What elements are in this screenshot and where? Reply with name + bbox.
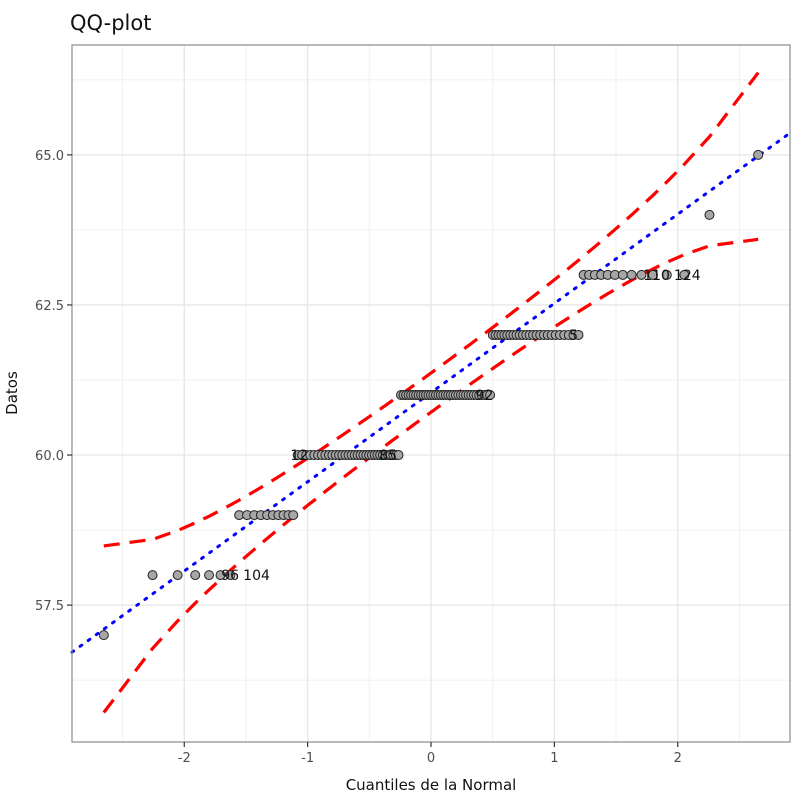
axes: -2 -1 0 1 257.560.062.565.0 (35, 149, 682, 766)
upper-confidence-line (103, 71, 760, 548)
data-point (190, 570, 201, 581)
data-point (704, 209, 715, 220)
data-point (393, 450, 404, 461)
x-tick-label: 0 (427, 751, 435, 766)
point-label: 12 (290, 448, 308, 464)
y-tick-label: 57.5 (35, 599, 64, 614)
data-point (647, 269, 658, 280)
y-axis-label: Datos (3, 371, 21, 415)
data-point (204, 570, 215, 581)
data-point (679, 269, 690, 280)
data-point (636, 269, 647, 280)
point-label: 85 (379, 448, 397, 464)
x-tick-label: 2 (674, 751, 682, 766)
x-tick-label: -2 (178, 751, 191, 766)
y-tick-label: 65.0 (35, 149, 64, 164)
data-point (172, 570, 183, 581)
y-tick-label: 62.5 (35, 299, 64, 314)
point-labels: 96 104 12 85 92 5 110 124 (221, 268, 700, 584)
data-point (661, 269, 672, 280)
data-point (147, 570, 158, 581)
lower-confidence-line (102, 237, 759, 714)
confidence-band (102, 71, 760, 714)
data-point (753, 149, 764, 160)
data-point (573, 329, 584, 340)
data-point (215, 570, 226, 581)
data-points (98, 149, 764, 641)
data-point (485, 390, 496, 401)
x-tick-label: 1 (550, 751, 558, 766)
y-tick-label: 60.0 (35, 449, 64, 464)
data-point (626, 269, 637, 280)
data-point (225, 570, 236, 581)
data-point (288, 510, 299, 521)
point-label: 92 (475, 388, 493, 404)
x-axis-label: Cuantiles de la Normal (346, 776, 517, 794)
point-label: 124 (674, 268, 701, 284)
point-label: 96 (221, 568, 239, 584)
data-point (617, 269, 628, 280)
point-label: 104 (243, 568, 270, 584)
chart-title: QQ-plot (70, 11, 151, 35)
x-tick-label: -1 (301, 751, 314, 766)
point-label: 5 (569, 328, 578, 344)
data-point (98, 630, 109, 641)
point-label: 110 (643, 268, 670, 284)
